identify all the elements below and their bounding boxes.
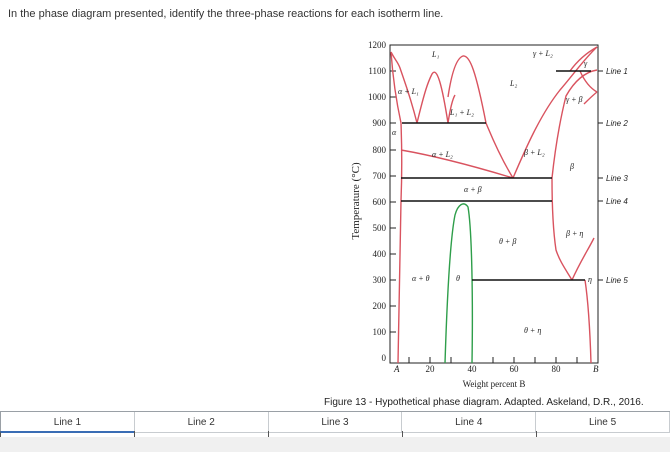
x-tick-B: B bbox=[593, 364, 599, 374]
x-tick-60: 60 bbox=[510, 364, 520, 374]
label-beta: β bbox=[569, 162, 574, 171]
answer-header-row: Line 1 Line 2 Line 3 Line 4 Line 5 bbox=[0, 411, 670, 433]
y-tick-200: 200 bbox=[373, 301, 387, 311]
y-tick-400: 400 bbox=[373, 249, 387, 259]
answer-column-line-1: Line 1 bbox=[0, 412, 135, 432]
x-tick-20: 20 bbox=[426, 364, 436, 374]
theta-boundaries bbox=[444, 203, 474, 364]
plot-frame bbox=[389, 44, 599, 364]
answer-dropzone-line-1[interactable] bbox=[0, 431, 134, 437]
y-tick-1100: 1100 bbox=[368, 66, 386, 76]
isotherms bbox=[401, 70, 591, 281]
x-axis-label: Weight percent B bbox=[463, 379, 526, 389]
question-text: In the phase diagram presented, identify… bbox=[8, 8, 444, 20]
y-tick-700: 700 bbox=[373, 171, 387, 181]
label-alpha-L2: α + L₂ bbox=[432, 150, 453, 159]
label-gamma-beta: γ + β bbox=[566, 95, 583, 104]
x-tick-40: 40 bbox=[468, 364, 478, 374]
y-tick-1200: 1200 bbox=[368, 40, 387, 50]
label-alpha-L1: α + L₁ bbox=[398, 87, 419, 96]
label-eta: η bbox=[588, 275, 592, 284]
answer-column-line-5: Line 5 bbox=[536, 412, 670, 432]
phase-diagram: 1200 1100 1000 900 800 700 600 500 400 3… bbox=[368, 40, 628, 389]
y-axis-label: Temperature (°C) bbox=[350, 162, 362, 240]
label-beta-eta: β + η bbox=[565, 229, 583, 238]
phase-boundaries bbox=[390, 46, 598, 364]
y-tick-500: 500 bbox=[373, 223, 387, 233]
y-tick-800: 800 bbox=[373, 145, 387, 155]
label-beta-L2: β + L₂ bbox=[523, 148, 545, 157]
answer-column-line-4: Line 4 bbox=[402, 412, 537, 432]
y-tick-300: 300 bbox=[373, 275, 387, 285]
label-L1-L2: L₁ + L₂ bbox=[449, 108, 474, 117]
y-tick-900: 900 bbox=[373, 118, 387, 128]
label-gamma-L2: γ + L₂ bbox=[533, 49, 553, 58]
line-5-label: Line 5 bbox=[606, 276, 628, 285]
label-alpha: α bbox=[392, 128, 397, 137]
y-tick-100: 100 bbox=[373, 327, 387, 337]
line-3-label: Line 3 bbox=[606, 174, 628, 183]
line-1-label: Line 1 bbox=[606, 67, 628, 76]
x-tick-A: A bbox=[393, 364, 400, 374]
label-theta-eta: θ + η bbox=[524, 326, 541, 335]
label-theta: θ bbox=[456, 274, 460, 283]
answer-dropzone-line-5[interactable] bbox=[536, 431, 670, 437]
line-4-label: Line 4 bbox=[606, 197, 628, 206]
label-alpha-beta: α + β bbox=[464, 185, 482, 194]
y-axis: 1200 1100 1000 900 800 700 600 500 400 3… bbox=[368, 40, 396, 363]
line-2-label: Line 2 bbox=[606, 119, 628, 128]
label-alpha-theta: α + θ bbox=[412, 274, 430, 283]
label-theta-beta: θ + β bbox=[499, 237, 516, 246]
answer-dropzone-line-4[interactable] bbox=[402, 431, 536, 437]
answer-dropzone-line-2[interactable] bbox=[134, 431, 268, 437]
answer-column-line-2: Line 2 bbox=[135, 412, 269, 432]
figure-caption: Figure 13 - Hypothetical phase diagram. … bbox=[324, 397, 644, 408]
y-tick-0: 0 bbox=[382, 353, 387, 363]
bottom-band bbox=[0, 437, 670, 452]
label-L2: L₂ bbox=[509, 79, 517, 88]
label-gamma: γ bbox=[584, 59, 588, 68]
y-tick-1000: 1000 bbox=[368, 92, 387, 102]
answer-dropzone-line-3[interactable] bbox=[268, 431, 402, 437]
answer-dropzones bbox=[0, 431, 670, 437]
label-L1: L₁ bbox=[431, 50, 439, 59]
line-callouts: Line 1 Line 2 Line 3 Line 4 Line 5 bbox=[598, 67, 628, 285]
answer-column-line-3: Line 3 bbox=[269, 412, 403, 432]
x-tick-80: 80 bbox=[552, 364, 562, 374]
y-tick-600: 600 bbox=[373, 197, 387, 207]
